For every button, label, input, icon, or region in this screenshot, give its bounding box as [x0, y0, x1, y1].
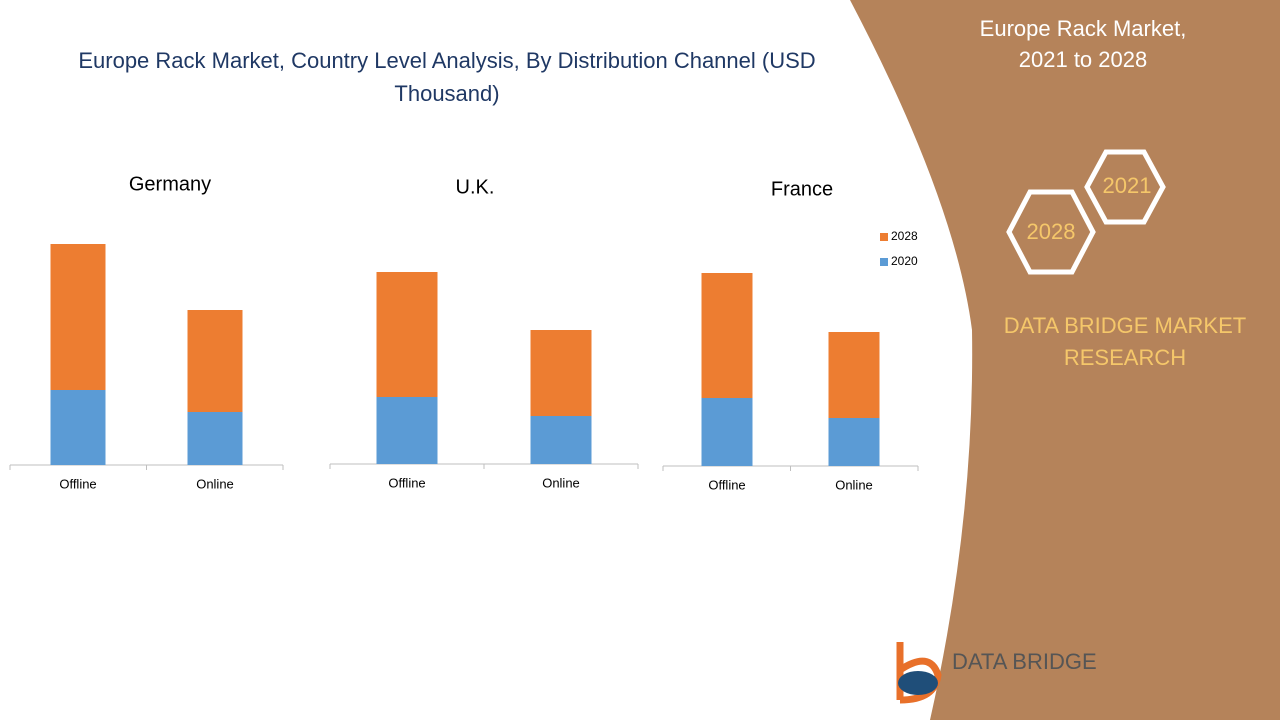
x-tick-label: Offline	[59, 476, 96, 491]
brand: DATA BRIDGE MARKET RESEARCH	[1003, 313, 1247, 370]
x-tick-label: Online	[835, 477, 873, 492]
logo-icon	[898, 671, 938, 695]
legend-swatch	[880, 233, 888, 241]
legend-swatch	[880, 258, 888, 266]
hexagon	[1006, 189, 1096, 275]
bar-segment	[701, 398, 753, 466]
legend-label: 2028	[891, 229, 918, 243]
chart-title: Germany	[129, 173, 211, 195]
bar-segment	[50, 244, 106, 390]
legend-label: 2020	[891, 254, 918, 268]
side-panel	[850, 0, 1280, 720]
x-tick-label: Online	[196, 476, 234, 491]
bar-segment	[828, 332, 880, 418]
bar-segment	[187, 412, 243, 465]
x-tick-label: Offline	[708, 477, 745, 492]
bar-segment	[50, 390, 106, 465]
hexagon	[1084, 149, 1166, 225]
bar-segment	[701, 273, 753, 398]
sidebar-heading: Europe Rack Market, 2021 to 2028	[979, 16, 1187, 72]
x-tick-label: Offline	[388, 475, 425, 490]
hex-label: 2028	[1027, 219, 1076, 244]
hex-label: 2021	[1103, 173, 1152, 198]
chart-title: France	[771, 178, 833, 200]
logo-text: DATA BRIDGE	[952, 649, 1097, 674]
bar-segment	[530, 330, 592, 416]
x-tick-label: Online	[542, 475, 580, 490]
bar-segment	[376, 272, 438, 397]
page-title: Europe Rack Market, Country Level Analys…	[78, 48, 816, 106]
bar-segment	[828, 418, 880, 466]
bar-segment	[376, 397, 438, 464]
bar-segment	[530, 416, 592, 464]
bar-segment	[187, 310, 243, 412]
chart-title: U.K.	[456, 176, 495, 198]
logo-icon	[896, 642, 942, 704]
